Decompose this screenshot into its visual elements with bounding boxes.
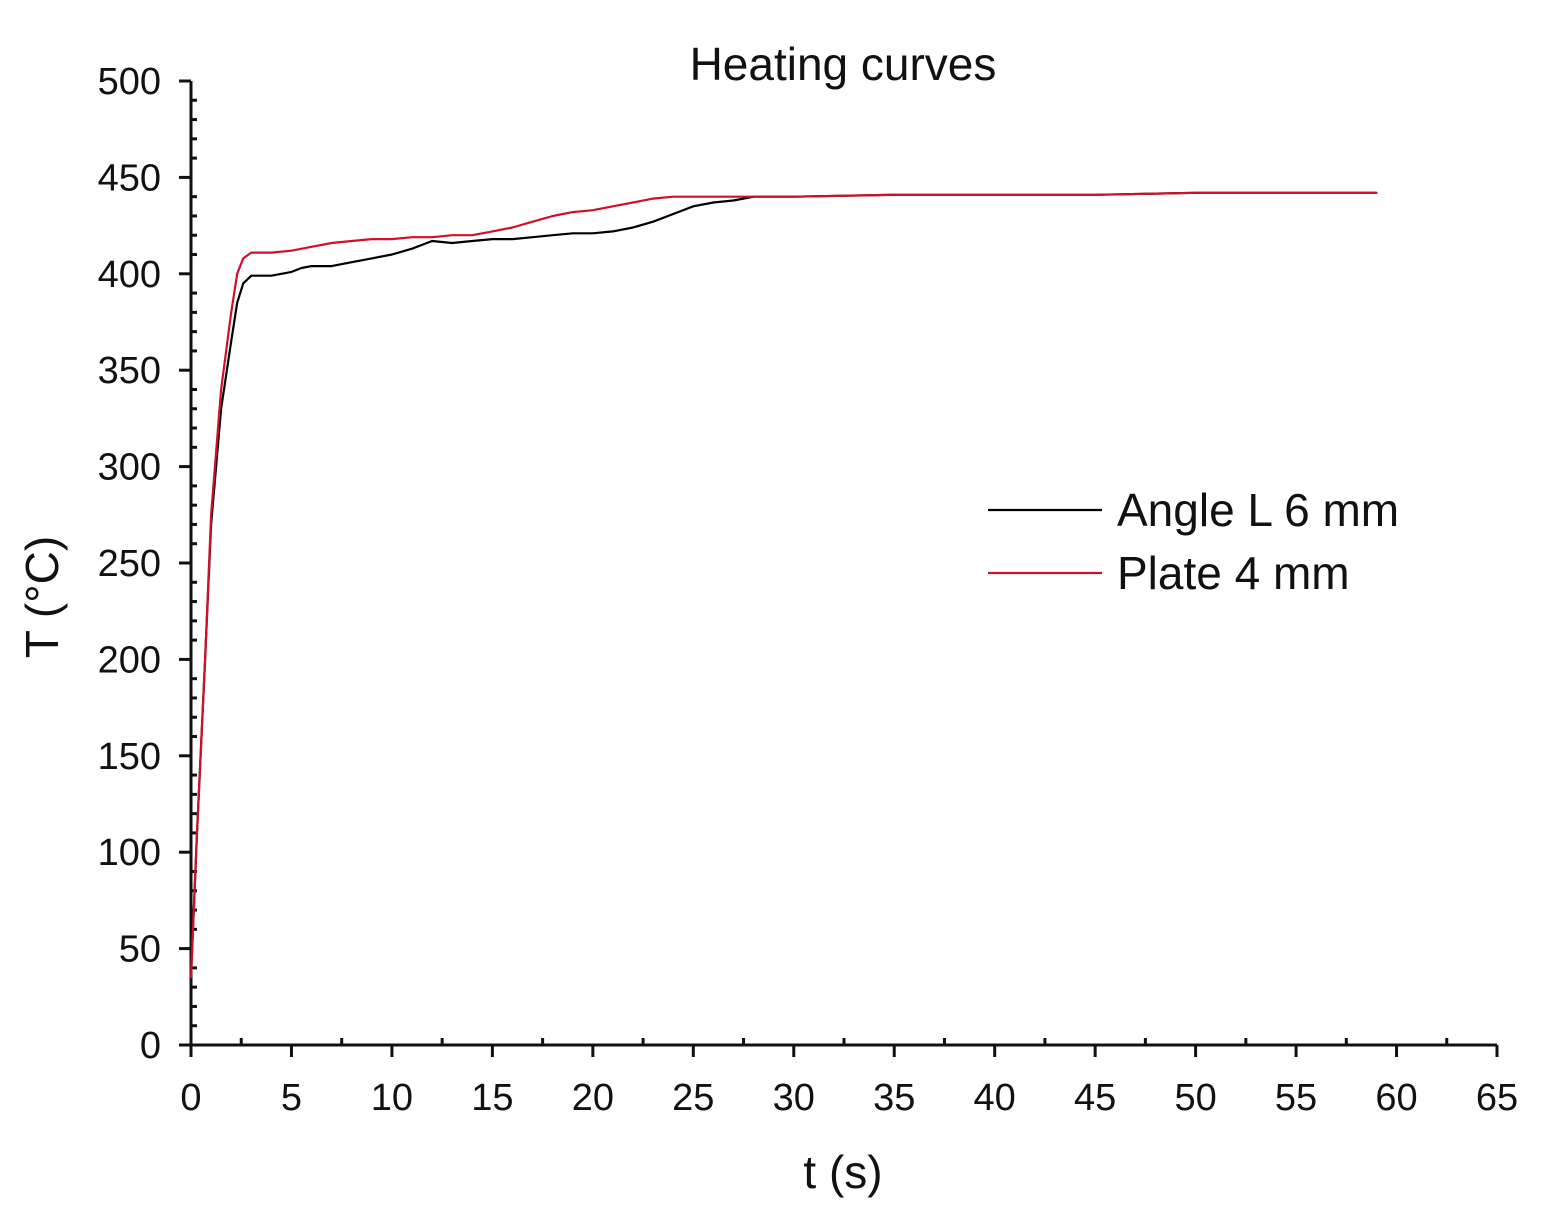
y-tick-label: 100 [98, 832, 161, 874]
y-axis-title: T (°C) [16, 536, 68, 658]
x-tick-label: 30 [773, 1077, 815, 1119]
y-tick-label: 300 [98, 447, 161, 489]
y-tick-label: 50 [119, 929, 161, 971]
x-axis-title: t (s) [803, 1146, 882, 1198]
x-tick-label: 40 [974, 1077, 1016, 1119]
series-layer [189, 191, 1378, 979]
y-tick-label: 250 [98, 543, 161, 585]
y-tick-label: 450 [98, 157, 161, 199]
legend-label-plate-4mm: Plate 4 mm [1117, 547, 1350, 599]
x-tick-label: 0 [180, 1077, 201, 1119]
x-tick-label: 15 [471, 1077, 513, 1119]
y-tick-label: 150 [98, 736, 161, 778]
x-tick-label: 45 [1074, 1077, 1116, 1119]
x-tick-label: 65 [1476, 1077, 1518, 1119]
x-tick-label: 55 [1275, 1077, 1317, 1119]
y-tick-labels: 0 50 100 150 200 250 300 350 400 450 500 [98, 61, 161, 1067]
x-tick-label: 60 [1375, 1077, 1417, 1119]
y-tick-label: 400 [98, 254, 161, 296]
y-tick-label: 200 [98, 639, 161, 681]
x-ticks [189, 1038, 1499, 1057]
x-tick-label: 20 [572, 1077, 614, 1119]
x-tick-label: 50 [1174, 1077, 1216, 1119]
y-tick-label: 350 [98, 350, 161, 392]
x-tick-labels: 0 5 10 15 20 25 30 35 40 45 50 55 60 65 [180, 1077, 1518, 1119]
x-tick-label: 10 [371, 1077, 413, 1119]
x-tick-label: 25 [672, 1077, 714, 1119]
chart-title: Heating curves [690, 38, 997, 90]
legend-label-angle-l-6mm: Angle L 6 mm [1117, 484, 1399, 536]
x-tick-label: 5 [281, 1077, 302, 1119]
series-line-plate-4mm [189, 191, 1378, 979]
y-tick-label: 0 [140, 1025, 161, 1067]
y-tick-label: 500 [98, 61, 161, 103]
x-tick-label: 35 [873, 1077, 915, 1119]
legend: Angle L 6 mm Plate 4 mm [988, 484, 1399, 599]
